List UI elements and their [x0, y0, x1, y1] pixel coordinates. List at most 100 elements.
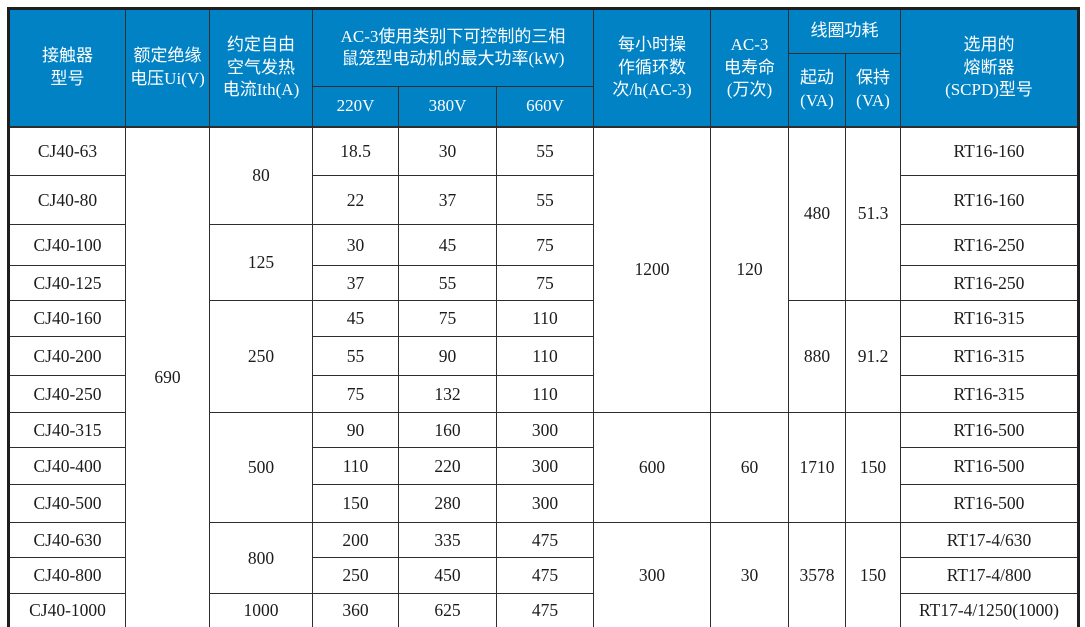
ith-group-cell: 500 — [209, 412, 313, 523]
power-220-cell: 90 — [312, 412, 399, 448]
header-ac3-power-group: AC-3使用类别下可控制的三相 鼠笼型电动机的最大功率(kW) — [312, 8, 594, 87]
power-660-cell: 75 — [496, 265, 594, 301]
table-row: CJ40-100 125 30 45 75 RT16-250 — [8, 224, 1079, 301]
power-660-cell: 300 — [496, 447, 594, 485]
table-row: CJ40-315 500 90 160 300 600 60 1710 150 … — [8, 412, 1079, 523]
header-contactor-model: 接触器 型号 — [8, 8, 126, 127]
power-660-cell: 475 — [496, 593, 594, 627]
power-380-cell: 37 — [398, 175, 497, 225]
coil-start-group-cell: 880 — [788, 300, 846, 413]
header-coil-start: 起动 (VA) — [788, 53, 846, 127]
model-cell: CJ40-100 — [8, 224, 126, 266]
power-220-cell: 250 — [312, 557, 399, 594]
model-cell: CJ40-1000 — [8, 593, 126, 627]
model-cell: CJ40-630 — [8, 522, 126, 558]
header-thermal-current: 约定自由 空气发热 电流Ith(A) — [209, 8, 313, 127]
power-380-cell: 160 — [398, 412, 497, 448]
rated-voltage-cell: 690 — [125, 125, 210, 627]
power-380-cell: 75 — [398, 300, 497, 337]
fuse-cell: RT16-315 — [900, 300, 1079, 337]
power-660-cell: 110 — [496, 375, 594, 413]
fuse-cell: RT17-4/800 — [900, 557, 1079, 594]
ith-group-cell: 80 — [209, 125, 313, 225]
model-cell: CJ40-250 — [8, 375, 126, 413]
model-cell: CJ40-800 — [8, 557, 126, 594]
fuse-cell: RT16-160 — [900, 125, 1079, 176]
coil-hold-group-cell: 150 — [845, 412, 901, 523]
model-cell: CJ40-400 — [8, 447, 126, 485]
life-group-cell: 30 — [710, 522, 789, 627]
life-group-cell: 60 — [710, 412, 789, 523]
power-380-cell: 132 — [398, 375, 497, 413]
fuse-cell: RT17-4/1250(1000) — [900, 593, 1079, 627]
table-header: 接触器 型号 额定绝缘 电压Ui(V) 约定自由 空气发热 电流Ith(A) A… — [8, 8, 1079, 127]
ith-group-cell: 125 — [209, 224, 313, 301]
coil-start-group-cell: 3578 — [788, 522, 846, 627]
table-row: CJ40-250 75 132 110 RT16-315 — [8, 375, 1079, 413]
table-row: CJ40-400 110 220 300 RT16-500 — [8, 447, 1079, 485]
power-660-cell: 300 — [496, 412, 594, 448]
power-660-cell: 110 — [496, 300, 594, 337]
table-body: CJ40-63 690 80 18.5 30 55 1200 120 480 5… — [8, 125, 1079, 627]
power-220-cell: 150 — [312, 484, 399, 523]
fuse-cell: RT16-500 — [900, 412, 1079, 448]
coil-hold-group-cell: 150 — [845, 522, 901, 627]
header-electrical-life: AC-3 电寿命 (万次) — [710, 8, 789, 127]
table-row: CJ40-1000 1000 360 625 475 RT17-4/1250(1… — [8, 593, 1079, 627]
page: 接触器 型号 额定绝缘 电压Ui(V) 约定自由 空气发热 电流Ith(A) A… — [0, 7, 1085, 627]
fuse-cell: RT16-250 — [900, 265, 1079, 301]
power-660-cell: 55 — [496, 125, 594, 176]
coil-hold-group-cell: 91.2 — [845, 300, 901, 413]
table-row: CJ40-80 22 37 55 RT16-160 — [8, 175, 1079, 225]
header-cycles-per-hour: 每小时操 作循环数 次/h(AC-3) — [593, 8, 711, 127]
header-380v: 380V — [398, 86, 497, 127]
header-660v: 660V — [496, 86, 594, 127]
power-380-cell: 335 — [398, 522, 497, 558]
power-220-cell: 18.5 — [312, 125, 399, 176]
ith-group-cell: 800 — [209, 522, 313, 594]
table-row: CJ40-200 55 90 110 RT16-315 — [8, 336, 1079, 376]
model-cell: CJ40-125 — [8, 265, 126, 301]
power-660-cell: 475 — [496, 557, 594, 594]
fuse-cell: RT16-315 — [900, 336, 1079, 376]
fuse-cell: RT16-160 — [900, 175, 1079, 225]
header-coil-power-group: 线圈功耗 — [788, 8, 901, 54]
header-coil-hold: 保持 (VA) — [845, 53, 901, 127]
model-cell: CJ40-315 — [8, 412, 126, 448]
power-380-cell: 625 — [398, 593, 497, 627]
power-220-cell: 22 — [312, 175, 399, 225]
power-380-cell: 45 — [398, 224, 497, 266]
model-cell: CJ40-500 — [8, 484, 126, 523]
power-380-cell: 280 — [398, 484, 497, 523]
coil-start-group-cell: 480 — [788, 125, 846, 301]
fuse-cell: RT16-315 — [900, 375, 1079, 413]
power-660-cell: 75 — [496, 224, 594, 266]
power-380-cell: 55 — [398, 265, 497, 301]
power-660-cell: 475 — [496, 522, 594, 558]
model-cell: CJ40-160 — [8, 300, 126, 337]
fuse-cell: RT16-500 — [900, 484, 1079, 523]
table-row: CJ40-800 250 450 475 RT17-4/800 — [8, 557, 1079, 594]
model-cell: CJ40-63 — [8, 125, 126, 176]
header-fuse: 选用的 熔断器 (SCPD)型号 — [900, 8, 1079, 127]
ith-group-cell: 1000 — [209, 593, 313, 627]
table-row: CJ40-63 690 80 18.5 30 55 1200 120 480 5… — [8, 125, 1079, 627]
header-rated-voltage: 额定绝缘 电压Ui(V) — [125, 8, 210, 127]
power-660-cell: 300 — [496, 484, 594, 523]
contactor-spec-table: 接触器 型号 额定绝缘 电压Ui(V) 约定自由 空气发热 电流Ith(A) A… — [7, 7, 1080, 627]
model-cell: CJ40-80 — [8, 175, 126, 225]
power-220-cell: 45 — [312, 300, 399, 337]
power-220-cell: 37 — [312, 265, 399, 301]
table-row: CJ40-630 800 200 335 475 300 30 3578 150… — [8, 522, 1079, 627]
power-380-cell: 90 — [398, 336, 497, 376]
table-row: CJ40-160 250 45 75 110 880 91.2 RT16-315 — [8, 300, 1079, 413]
cycles-group-cell: 1200 — [593, 125, 711, 413]
coil-start-group-cell: 1710 — [788, 412, 846, 523]
power-380-cell: 450 — [398, 557, 497, 594]
power-220-cell: 55 — [312, 336, 399, 376]
power-220-cell: 75 — [312, 375, 399, 413]
life-group-cell: 120 — [710, 125, 789, 413]
ith-group-cell: 250 — [209, 300, 313, 413]
power-660-cell: 110 — [496, 336, 594, 376]
power-380-cell: 220 — [398, 447, 497, 485]
